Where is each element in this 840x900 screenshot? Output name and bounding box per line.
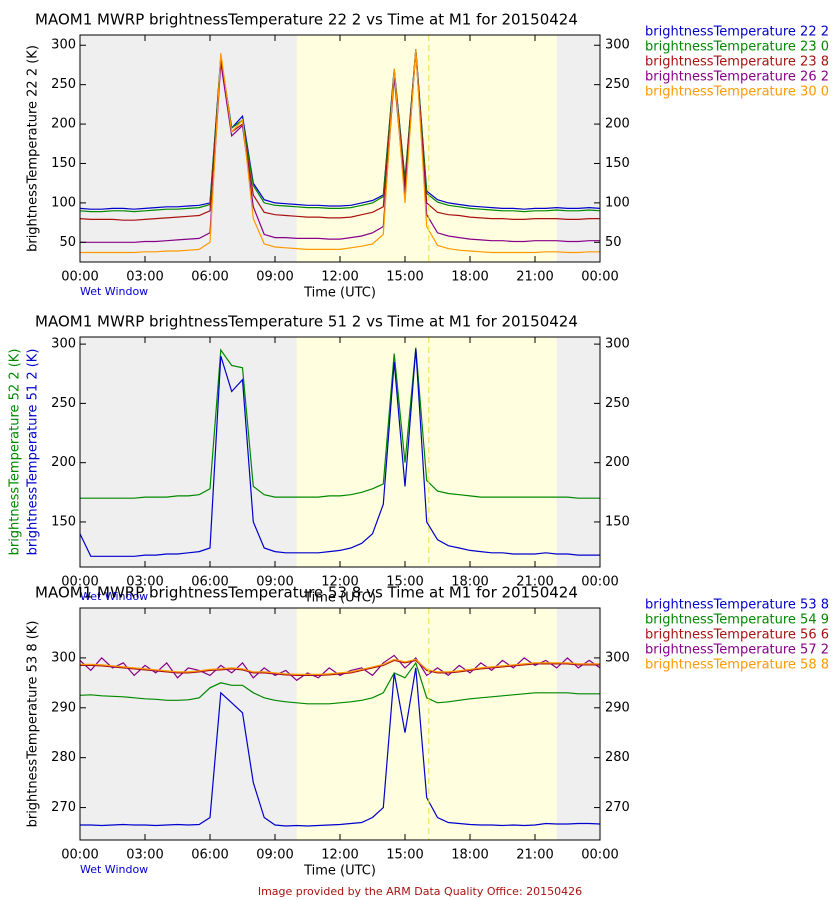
y-tick-label: 250 xyxy=(51,77,76,92)
x-tick-label: 00:00 xyxy=(581,848,618,863)
y-tick-label: 200 xyxy=(51,117,76,132)
legend-entry: brightnessTemperature 57 2 xyxy=(645,643,829,658)
window-note: Wet Window xyxy=(80,863,148,876)
legend-entry: brightnessTemperature 53 8 xyxy=(645,598,829,613)
x-tick-label: 00:00 xyxy=(581,575,618,590)
y-axis-label: brightnessTemperature 52 2 (K) xyxy=(8,349,23,556)
x-axis-label: Time (UTC) xyxy=(303,864,376,879)
x-tick-label: 09:00 xyxy=(256,575,293,590)
chart-title: MAOM1 MWRP brightnessTemperature 51 2 vs… xyxy=(35,313,578,331)
legend-entry: brightnessTemperature 56 6 xyxy=(645,628,829,643)
chart-title: MAOM1 MWRP brightnessTemperature 53 8 vs… xyxy=(35,584,578,602)
x-tick-label: 21:00 xyxy=(516,575,553,590)
x-axis-label: Time (UTC) xyxy=(303,286,376,301)
x-tick-label: 00:00 xyxy=(581,270,618,285)
x-tick-label: 09:00 xyxy=(256,270,293,285)
x-tick-label: 03:00 xyxy=(126,848,163,863)
y-tick-label: 50 xyxy=(59,235,76,250)
shaded-period xyxy=(296,337,557,567)
y-tick-label-right: 200 xyxy=(605,455,630,470)
x-tick-label: 06:00 xyxy=(191,575,228,590)
legend-entry: brightnessTemperature 26 2 xyxy=(645,70,829,85)
x-tick-label: 12:00 xyxy=(321,270,358,285)
x-tick-label: 15:00 xyxy=(386,270,423,285)
y-tick-label-right: 300 xyxy=(605,38,630,53)
x-tick-label: 18:00 xyxy=(451,575,488,590)
x-tick-label: 15:00 xyxy=(386,575,423,590)
y-tick-label-right: 300 xyxy=(605,337,630,352)
legend-entry: brightnessTemperature 23 0 xyxy=(645,40,829,55)
x-tick-label: 00:00 xyxy=(61,575,98,590)
y-tick-label-right: 150 xyxy=(605,514,630,529)
x-tick-label: 12:00 xyxy=(321,575,358,590)
y-tick-label: 200 xyxy=(51,455,76,470)
y-tick-label-right: 250 xyxy=(605,396,630,411)
y-tick-label: 280 xyxy=(51,750,76,765)
y-tick-label: 150 xyxy=(51,514,76,529)
y-tick-label-right: 250 xyxy=(605,77,630,92)
y-tick-label-right: 150 xyxy=(605,156,630,171)
legend-entry: brightnessTemperature 58 8 xyxy=(645,658,829,673)
legend-entry: brightnessTemperature 23 8 xyxy=(645,55,829,70)
window-note: Wet Window xyxy=(80,285,148,298)
series-line xyxy=(80,658,600,675)
series-line xyxy=(80,51,600,243)
legend-entry: brightnessTemperature 22 2 xyxy=(645,25,829,40)
series-line xyxy=(79,49,601,210)
x-tick-label: 18:00 xyxy=(451,270,488,285)
x-tick-label: 21:00 xyxy=(516,270,553,285)
series-line xyxy=(79,654,601,682)
y-tick-label: 270 xyxy=(51,800,76,815)
series-line xyxy=(79,348,600,557)
y-axis-label: brightnessTemperature 53 8 (K) xyxy=(26,621,41,828)
y-tick-label: 250 xyxy=(51,396,76,411)
y-tick-label-right: 280 xyxy=(605,750,630,765)
y-tick-label: 300 xyxy=(51,337,76,352)
series-line xyxy=(80,347,600,499)
series-line xyxy=(80,667,601,827)
x-tick-label: 12:00 xyxy=(321,848,358,863)
y-tick-label: 290 xyxy=(51,700,76,715)
legend-entry: brightnessTemperature 54 9 xyxy=(645,613,829,628)
y-tick-label: 150 xyxy=(51,156,76,171)
y-tick-label-right: 270 xyxy=(605,800,630,815)
legend-entry: brightnessTemperature 30 0 xyxy=(645,85,829,100)
series-line xyxy=(80,659,600,676)
y-tick-label: 300 xyxy=(51,38,76,53)
x-tick-label: 03:00 xyxy=(126,575,163,590)
shaded-period xyxy=(296,35,557,262)
x-axis-label: Time (UTC) xyxy=(303,591,376,606)
y-axis-label: brightnessTemperature 51 2 (K) xyxy=(26,349,41,556)
y-axis-label: brightnessTemperature 22 2 (K) xyxy=(26,45,41,252)
y-tick-label: 100 xyxy=(51,195,76,210)
x-tick-label: 09:00 xyxy=(256,848,293,863)
x-tick-label: 06:00 xyxy=(191,270,228,285)
y-tick-label-right: 50 xyxy=(605,235,622,250)
series-line xyxy=(80,49,600,254)
y-tick-label: 300 xyxy=(51,650,76,665)
y-tick-label-right: 200 xyxy=(605,117,630,132)
x-tick-label: 15:00 xyxy=(386,848,423,863)
y-tick-label-right: 300 xyxy=(605,650,630,665)
x-tick-label: 06:00 xyxy=(191,848,228,863)
x-tick-label: 00:00 xyxy=(61,270,98,285)
y-tick-label-right: 290 xyxy=(605,700,630,715)
series-line xyxy=(79,50,600,221)
shaded-period xyxy=(296,608,557,840)
y-tick-label-right: 100 xyxy=(605,195,630,210)
chart-title: MAOM1 MWRP brightnessTemperature 22 2 vs… xyxy=(35,11,578,29)
x-tick-label: 00:00 xyxy=(61,848,98,863)
x-tick-label: 18:00 xyxy=(451,848,488,863)
x-tick-label: 03:00 xyxy=(126,270,163,285)
series-line xyxy=(79,49,601,213)
window-note: Wet Window xyxy=(80,590,148,603)
footer: Image provided by the ARM Data Quality O… xyxy=(258,885,582,898)
x-tick-label: 21:00 xyxy=(516,848,553,863)
series-line xyxy=(79,661,600,705)
